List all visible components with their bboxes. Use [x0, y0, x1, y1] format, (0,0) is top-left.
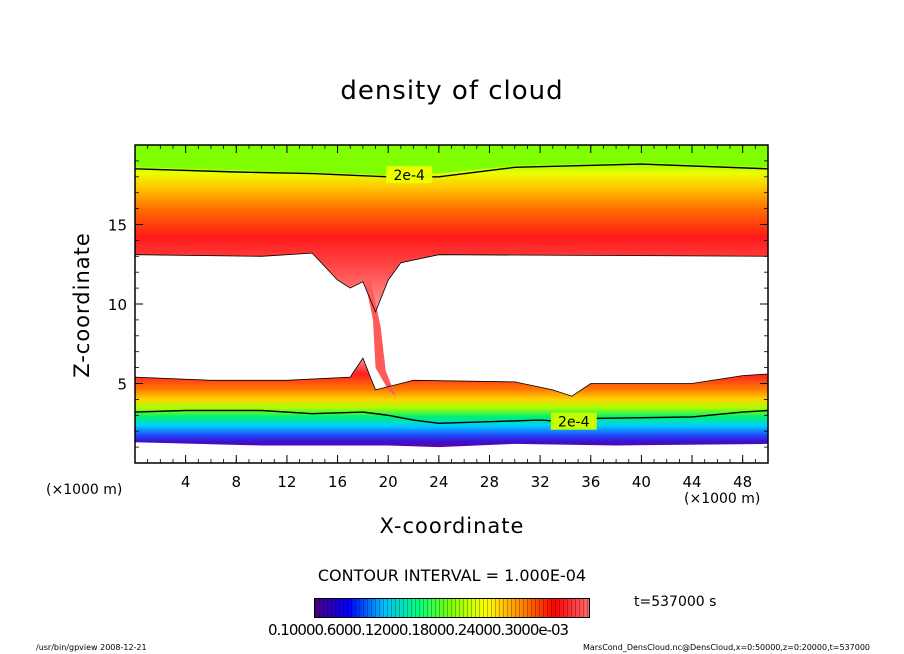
contour-label: 2e-4	[393, 168, 425, 184]
lower-cloud-layer	[135, 358, 768, 448]
footer-right: MarsCond_DensCloud.nc@DensCloud,x=0:5000…	[582, 643, 870, 652]
contour-lines: 2e-4 2e-4	[134, 163, 769, 431]
chart-title: density of cloud	[340, 76, 564, 106]
contour-upper-base	[134, 252, 769, 314]
contour-label: 2e-4	[558, 415, 590, 431]
x-unit-left: (×1000 m)	[46, 482, 123, 498]
x-tick-label: 36	[581, 473, 600, 491]
y-axis: 5 10 15	[108, 160, 768, 448]
x-tick-label: 20	[379, 473, 398, 491]
x-tick-label: 40	[632, 473, 651, 491]
upper-cloud-top-fringe	[135, 145, 768, 176]
colorbar-tick-labels: 0.10000.6000.12000.18000.24000.3000e-03	[268, 621, 569, 639]
cloud-density-field	[135, 145, 768, 448]
contour-2e4-lower	[134, 409, 769, 425]
x-tick-label: 8	[232, 473, 242, 491]
x-tick-label: 24	[429, 473, 448, 491]
x-tick-label: 28	[480, 473, 499, 491]
upper-cloud-layer	[135, 162, 768, 312]
y-tick-label: 15	[108, 217, 127, 235]
y-tick-label: 5	[117, 376, 127, 394]
x-tick-label: 48	[733, 473, 752, 491]
x-tick-label: 32	[531, 473, 550, 491]
x-axis: 4 8 12 16 20 24 28 32 36 40 44 48	[147, 145, 756, 491]
x-tick-label: 44	[682, 473, 701, 491]
contour-lower-top	[134, 357, 769, 397]
x-axis-label: X-coordinate	[379, 514, 525, 538]
footer-left: /usr/bin/gpview 2008-12-21	[36, 643, 147, 652]
y-tick-label: 10	[108, 296, 127, 314]
x-tick-label: 16	[328, 473, 347, 491]
cloud-stalk	[365, 280, 396, 397]
x-unit-right: (×1000 m)	[684, 491, 761, 507]
x-tick-label: 12	[277, 473, 296, 491]
time-label: t=537000 s	[634, 594, 717, 610]
x-tick-label: 4	[181, 473, 191, 491]
colorbar	[314, 598, 590, 618]
y-axis-label: Z-coordinate	[70, 232, 94, 378]
contour-interval: CONTOUR INTERVAL = 1.000E-04	[317, 566, 587, 585]
